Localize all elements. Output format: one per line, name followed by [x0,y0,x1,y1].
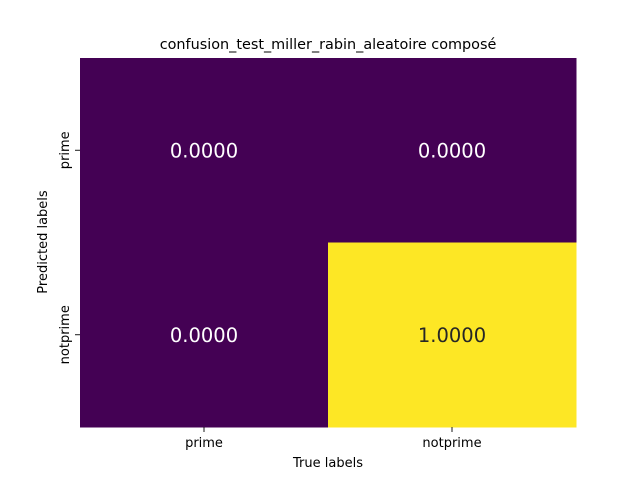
heatmap-cell-0-1 [328,58,577,243]
x-tick-label-0: prime [185,436,223,451]
x-axis-label: True labels [292,456,363,471]
cell-value-label-0-0: 0.0000 [170,139,238,162]
cell-value-label-1-0: 0.0000 [170,324,238,347]
y-tick-label-1: notprime [58,305,73,364]
x-tick-label-1: notprime [422,436,481,451]
cell-value-label-0-1: 0.0000 [418,139,486,162]
y-axis-label: Predicted labels [36,190,51,294]
heatmap-cell-1-1 [328,242,577,428]
chart-title: confusion_test_miller_rabin_aleatoire co… [160,37,497,53]
y-tick-label-0: prime [58,131,73,169]
y-axis-ticks: prime notprime [58,131,80,364]
cell-value-label-1-1: 1.0000 [418,324,486,347]
x-axis-ticks: prime notprime [185,427,482,451]
heatmap-cell-1-0 [80,242,329,428]
heatmap-cells: 0.0000 0.0000 0.0000 1.0000 [80,58,577,428]
heatmap-cell-0-0 [80,58,329,243]
